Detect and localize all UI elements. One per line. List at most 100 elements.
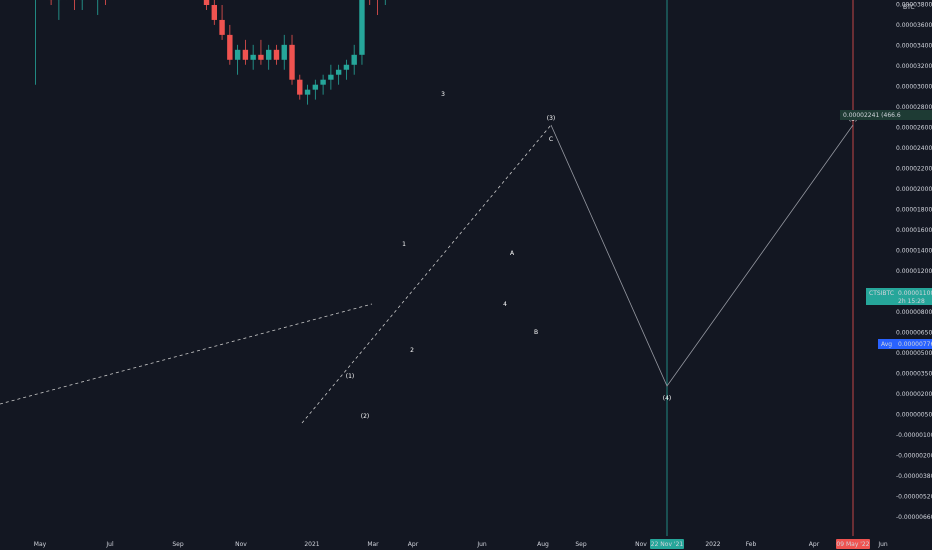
time-label-14: Apr bbox=[809, 541, 820, 548]
time-label-7: Jun bbox=[476, 541, 487, 548]
time-label-3: Nov bbox=[235, 541, 247, 548]
price-tick-3: 0.00003200 bbox=[896, 63, 932, 70]
wave-label-3: 1 bbox=[402, 241, 406, 248]
avg-value: 0.00000776 bbox=[898, 341, 932, 348]
avg-label: Avg bbox=[881, 341, 892, 348]
avg-badge-bg bbox=[878, 339, 932, 349]
candle-2020-04-27 bbox=[35, 0, 36, 85]
candle-2020-11-02 bbox=[242, 39, 249, 65]
candle-2020-10-05 bbox=[211, 0, 218, 25]
price-tick-11: 0.00001600 bbox=[896, 227, 932, 234]
candle-body bbox=[242, 49, 249, 60]
price-tick-16: 0.00000650 bbox=[896, 330, 932, 337]
date-badge-22-nov bbox=[650, 539, 684, 549]
candle-body bbox=[234, 49, 241, 60]
candle-2021-03-08 bbox=[384, 0, 386, 5]
candle-body bbox=[297, 79, 303, 95]
candle-2021-02-01 bbox=[343, 59, 350, 80]
wave-label-2: C bbox=[549, 136, 553, 143]
wave-label-8: (1) bbox=[346, 373, 355, 380]
candle-body bbox=[219, 19, 225, 35]
candle-2020-12-07 bbox=[281, 34, 287, 70]
candle-2020-11-23 bbox=[266, 44, 272, 70]
price-tick-20: 0.00000050 bbox=[896, 412, 932, 419]
wave-label-7: B bbox=[534, 329, 538, 336]
candle-body bbox=[203, 0, 210, 5]
wave-label-0: 3 bbox=[441, 91, 445, 98]
time-label-0: May bbox=[34, 541, 47, 548]
time-label-10: Nov bbox=[635, 541, 647, 548]
wave-label-4: A bbox=[510, 250, 515, 257]
time-label-6: Apr bbox=[408, 541, 419, 548]
price-tick-25: -0.00000660 bbox=[896, 514, 932, 521]
price-tick-12: 0.00001400 bbox=[896, 248, 932, 255]
candle-2021-02-08 bbox=[351, 44, 357, 75]
candle-2020-10-12 bbox=[219, 5, 225, 40]
candle-2021-01-11 bbox=[320, 74, 326, 95]
candle-body bbox=[359, 0, 365, 55]
candle-2020-06-29 bbox=[105, 0, 106, 5]
price-tick-21: -0.00000100 bbox=[896, 432, 932, 439]
candle-2020-09-28 bbox=[203, 0, 210, 10]
candle-body bbox=[289, 44, 295, 80]
quote-currency-label: BTC bbox=[903, 4, 915, 11]
price-tick-22: -0.00000200 bbox=[896, 453, 932, 460]
candle-2021-03-01 bbox=[377, 0, 378, 15]
price-tick-1: 0.00003600 bbox=[896, 22, 932, 29]
candle-2020-05-18 bbox=[56, 0, 62, 20]
time-label-4: 2021 bbox=[304, 541, 319, 548]
price-tick-10: 0.00001800 bbox=[896, 207, 932, 214]
candle-2021-01-04 bbox=[312, 79, 319, 100]
candle-body bbox=[351, 54, 357, 65]
time-label-8: Aug bbox=[537, 541, 549, 548]
time-label-15: 09 May '22 bbox=[836, 541, 869, 548]
price-tick-6: 0.00002600 bbox=[896, 125, 932, 132]
last-price-badge-bg bbox=[866, 288, 932, 305]
candle-body bbox=[312, 84, 319, 90]
candle-2020-12-28 bbox=[304, 84, 311, 105]
candle-2020-11-09 bbox=[250, 44, 256, 70]
wave-label-5: 4 bbox=[503, 301, 507, 308]
candle-body bbox=[343, 64, 350, 70]
last-price-value: 0.00001100 bbox=[898, 290, 932, 297]
time-label-2: Sep bbox=[172, 541, 184, 548]
price-tick-4: 0.00003000 bbox=[896, 84, 932, 91]
price-tick-19: 0.00000200 bbox=[896, 391, 932, 398]
projection-path bbox=[550, 124, 854, 387]
price-tick-7: 0.00002400 bbox=[896, 145, 932, 152]
price-tick-2: 0.00003400 bbox=[896, 43, 932, 50]
price-tick-24: -0.00000520 bbox=[896, 494, 932, 501]
candle-2020-05-11 bbox=[48, 0, 54, 5]
candle-body bbox=[273, 49, 280, 60]
avg-price-badge: Avg 0.00000776 bbox=[878, 339, 932, 349]
dashed-trendline-lower bbox=[0, 303, 373, 405]
candle-body bbox=[211, 5, 218, 20]
candle-body bbox=[281, 44, 287, 60]
candle-2020-10-26 bbox=[234, 44, 241, 75]
candle-body bbox=[258, 54, 264, 60]
target-badge-text: 0.00002241 (466.6 bbox=[843, 112, 901, 119]
candle-2021-01-25 bbox=[335, 64, 342, 85]
wave-label-10: (4) bbox=[663, 395, 672, 402]
time-label-16: Jun bbox=[877, 541, 888, 548]
price-tick-5: 0.00002800 bbox=[896, 104, 932, 111]
price-tick-8: 0.00002200 bbox=[896, 166, 932, 173]
candle-body bbox=[320, 79, 326, 85]
time-label-5: Mar bbox=[367, 541, 379, 548]
price-tick-23: -0.00000380 bbox=[896, 473, 932, 480]
candle-2020-11-16 bbox=[258, 39, 264, 65]
time-label-13: Feb bbox=[746, 541, 757, 548]
candle-2020-06-01 bbox=[71, 0, 78, 10]
candle-2020-06-22 bbox=[97, 0, 99, 15]
time-label-1: Jul bbox=[105, 541, 114, 548]
price-tick-13: 0.00001200 bbox=[896, 268, 932, 275]
candle-2020-10-19 bbox=[227, 24, 233, 65]
candle-body bbox=[266, 49, 272, 60]
candle-body bbox=[335, 69, 342, 75]
candle-2021-02-22 bbox=[369, 0, 371, 5]
candle-body bbox=[250, 54, 256, 60]
candle-2020-11-30 bbox=[273, 44, 280, 65]
candle-body bbox=[328, 74, 334, 80]
